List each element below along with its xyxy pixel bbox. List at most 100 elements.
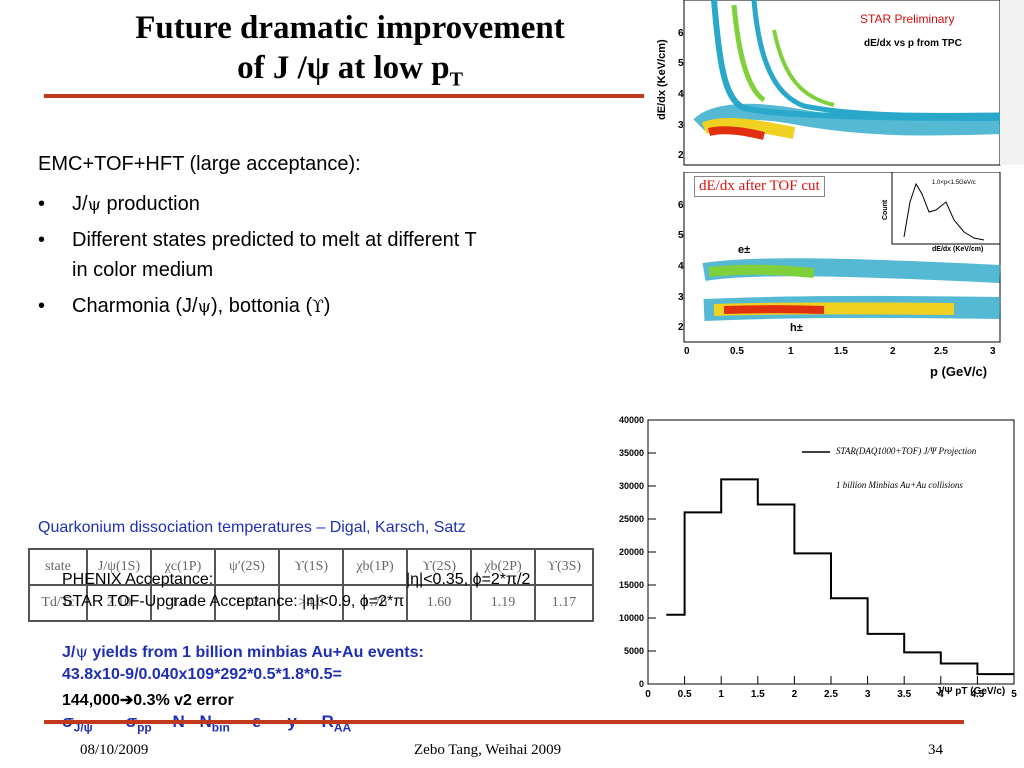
- bullet-item: • Charmonia (J/ψ), bottonia (ϒ): [38, 294, 638, 324]
- x-tick-label: 5: [1011, 689, 1017, 700]
- table-cell: 1.60: [406, 584, 472, 622]
- bullet-text: Charmonia (J/: [72, 295, 198, 317]
- y-tick: 2: [678, 150, 684, 161]
- x-tick: 1.5: [834, 346, 848, 357]
- dedx-top-plot: [683, 0, 1024, 166]
- bullet-list: • J/ψ production • Different states predic…: [38, 192, 638, 324]
- x-tick-label: 0.5: [678, 689, 692, 700]
- y-tick-label: 25000: [619, 514, 644, 524]
- footer-date: 08/10/2009: [80, 742, 149, 758]
- yield-text: yields from 1 billion minbias Au+Au even…: [87, 644, 424, 661]
- phenix-acceptance-label: PHENIX Acceptance:: [62, 571, 214, 588]
- y-tick: 5: [678, 58, 684, 69]
- inset-xlabel: dE/dx (KeV/cm): [932, 246, 984, 253]
- bullet-text: in color medium: [72, 259, 214, 281]
- histogram-bin: [904, 652, 941, 684]
- table-cell: 1.16: [150, 584, 216, 622]
- histogram-bin: [941, 664, 978, 684]
- bullet-dot: •: [38, 295, 46, 317]
- y-tick: 5: [678, 230, 684, 241]
- table-cell: 1.17: [534, 584, 594, 622]
- electron-label: e±: [738, 244, 751, 256]
- x-tick-label: 1: [718, 689, 724, 700]
- bullet-text: ): [323, 295, 331, 317]
- table-cell: ψ′(2S): [214, 548, 280, 586]
- x-tick-label: 1.5: [751, 689, 765, 700]
- x-tick: 3: [990, 346, 996, 357]
- dedx-top-panel: STAR Preliminary dE/dx vs p from TPC dE/…: [654, 0, 1024, 170]
- yield-line1: J/ψ yields from 1 billion minbias Au+Au …: [62, 642, 424, 662]
- dedx-top-subtitle: dE/dx vs p from TPC: [864, 38, 962, 49]
- dedx-bottom-plot: [683, 171, 1001, 343]
- table-row: Td/Tc 2.10 1.16 1.12 >4.0 1.76 1.60 1.19…: [28, 584, 594, 622]
- histogram-bin: [831, 598, 868, 684]
- x-tick-label: 2.5: [824, 689, 838, 700]
- y-tick-label: 10000: [619, 613, 644, 623]
- star-acceptance-text: STAR TOF-Upgrade Acceptance: |η|<0.9, ϕ=…: [62, 593, 405, 610]
- bullet-item: • Different states predicted to melt at d…: [38, 228, 638, 258]
- table-cell: 1.76: [342, 584, 408, 622]
- bullet-dot: •: [38, 193, 46, 215]
- yield-line2: 43.8x10-9/0.040x109*292*0.5*1.8*0.5=: [62, 666, 342, 683]
- chart-legend: STAR(DAQ1000+TOF) J/Ψ Projection: [836, 446, 977, 456]
- table-cell: state: [28, 548, 88, 586]
- star-preliminary-label: STAR Preliminary: [860, 12, 955, 26]
- bullet-text: Different states predicted to melt at di…: [72, 229, 477, 251]
- chart-annotation: 1 billion Minbias Au+Au collisions: [836, 480, 963, 490]
- psi-symbol: ψ: [197, 297, 211, 317]
- x-tick-label: 4: [938, 689, 944, 700]
- y-tick: 3: [678, 120, 684, 131]
- title-line2: of J /ψ at low pT: [60, 48, 640, 100]
- y-tick-label: 5000: [624, 646, 644, 656]
- x-tick-label: 2: [792, 689, 798, 700]
- histogram-bin: [868, 634, 905, 684]
- title-divider: [44, 94, 644, 98]
- bullet-text: ), bottonia (: [210, 295, 313, 317]
- x-tick-label: 3.5: [897, 689, 911, 700]
- psi-symbol: ψ: [75, 642, 88, 661]
- slide-title: Future dramatic improvement of J /ψ at l…: [60, 8, 640, 100]
- x-tick: 1: [788, 346, 794, 357]
- dedx-xlabel: p (GeV/c): [930, 364, 988, 379]
- y-tick-label: 30000: [619, 481, 644, 491]
- yield-text: J/: [62, 644, 76, 661]
- table-cell: ϒ(1S): [278, 548, 344, 586]
- x-tick-label: 3: [865, 689, 871, 700]
- x-tick-label: 0: [645, 689, 651, 700]
- inset-ylabel: Count: [882, 199, 889, 220]
- table-cell: 2.10: [86, 584, 152, 622]
- hadron-label: h±: [790, 322, 803, 334]
- x-tick: 0.5: [730, 346, 744, 357]
- y-tick-label: 15000: [619, 580, 644, 590]
- bullet-item-cont: in color medium: [38, 258, 638, 294]
- histogram-bin: [666, 615, 684, 684]
- histogram-bin: [977, 674, 1014, 684]
- psi-symbol: ψ: [87, 195, 101, 215]
- table-cell: 1.12: [214, 584, 280, 622]
- phenix-acceptance-value: |η|<0.35, ϕ=2*π/2: [406, 571, 531, 588]
- table-cell: >4.0: [278, 584, 344, 622]
- quarkonium-table: state J/ψ(1S) χc(1P) ψ′(2S) ϒ(1S) χb(1P)…: [28, 548, 594, 622]
- histogram-bin: [721, 479, 758, 684]
- table-cell: χb(1P): [342, 548, 408, 586]
- y-tick: 4: [678, 261, 684, 272]
- y-tick-label: 40000: [619, 415, 644, 425]
- histogram-bin: [794, 553, 831, 684]
- table-cell: ϒ(2S): [406, 548, 472, 586]
- x-tick: 0: [684, 346, 690, 357]
- title-line2-text: of J /ψ at low p: [237, 50, 450, 86]
- dedx-top-ylabel: dE/dx (KeV/cm): [656, 39, 668, 120]
- table-cell: χc(1P): [150, 548, 216, 586]
- x-tick: 2: [890, 346, 896, 357]
- y-tick-label: 35000: [619, 448, 644, 458]
- y-tick-label: 0: [639, 679, 644, 689]
- histogram-line: [666, 478, 1014, 676]
- bullet-text: J/: [72, 193, 88, 215]
- y-tick: 6: [678, 28, 684, 39]
- histogram-bin: [758, 504, 795, 684]
- table-cell: 1.19: [470, 584, 536, 622]
- bullet-text: production: [100, 193, 200, 215]
- bullet-item: • J/ψ production: [38, 192, 638, 228]
- y-tick: 4: [678, 89, 684, 100]
- upsilon-symbol: ϒ: [312, 297, 324, 317]
